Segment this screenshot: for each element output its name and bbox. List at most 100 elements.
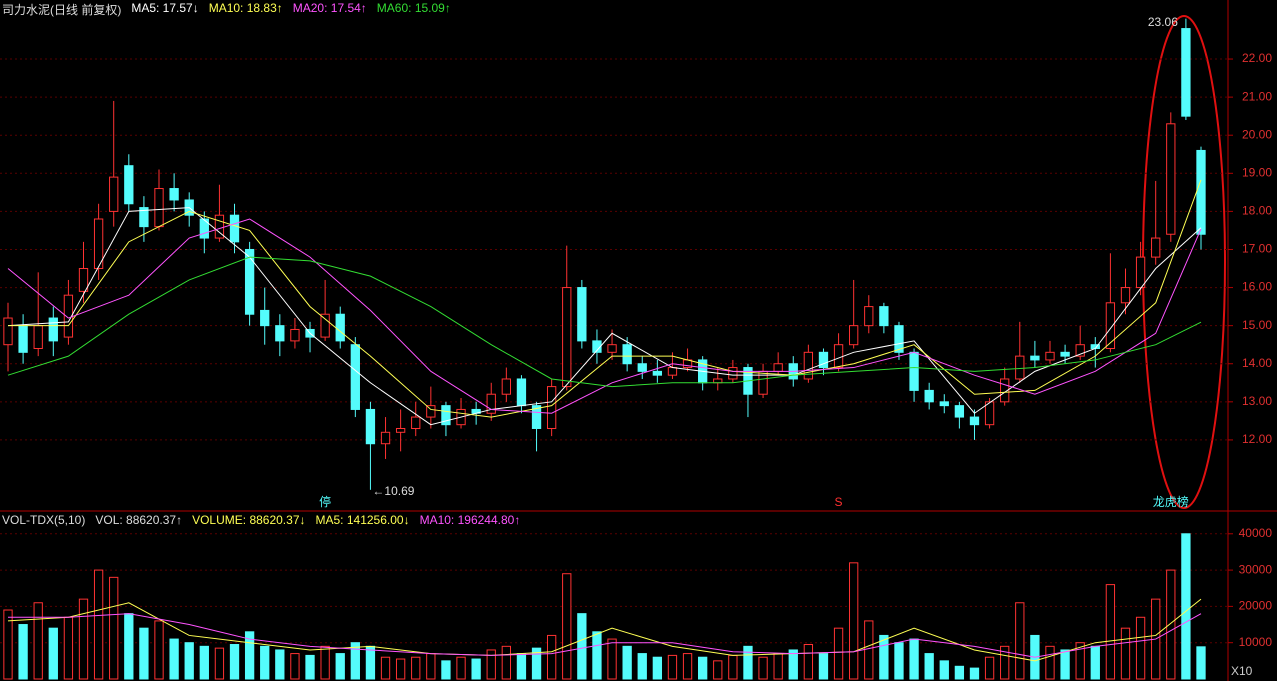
volume-bar [18,624,28,680]
stock-title: 司力水泥(日线 前复权) [2,3,122,17]
candle-body [335,313,345,342]
volume-bar [93,569,104,680]
volume-bar [154,620,164,680]
candle-body [411,416,421,429]
candle-body [124,165,134,205]
volume-bar [501,645,511,680]
volume-bar [531,647,542,680]
volume-bar [577,613,587,680]
candle-body [531,405,542,429]
event-marker: 停 [319,494,331,509]
candle-body [395,427,406,433]
volume-bar [516,653,527,680]
unit-label: X10 [1231,664,1253,678]
ma-line [8,179,1202,418]
candle-body [199,218,209,239]
ma-line [8,613,1202,658]
candle-body [1030,355,1040,361]
legend-item: MA5: 17.57↓ [131,1,199,15]
y-tick-label: 13.00 [1242,394,1272,408]
candle-body [1196,149,1206,235]
candle-body [48,317,58,342]
volume-bar [984,656,995,680]
volume-bar [260,645,270,680]
volume-bar [743,645,753,680]
volume-bar [63,616,74,680]
indicator-title: VOL-TDX(5,10) [2,513,86,527]
candle-body [984,401,995,426]
volume-bar [728,654,738,680]
candle-body [244,248,255,315]
volume-bar [335,653,345,680]
candle-body [93,218,104,270]
y-tick-label: 12.00 [1242,432,1272,446]
candle-body [486,393,496,414]
legend-item: MA10: 196244.80↑ [419,513,521,527]
candle-body [864,306,874,327]
volume-bar [184,642,194,680]
volume-bar [924,653,934,680]
candle-body [1135,256,1146,289]
candle-body [365,408,376,445]
candle-body [667,367,678,376]
y-tick-label: 10000 [1239,635,1273,649]
candle-body [109,176,119,212]
volume-bar [139,627,149,680]
volume-bar [3,609,13,680]
candle-body [441,405,451,426]
candle-body [1181,28,1191,117]
volume-bar [803,644,814,680]
volume-bar [894,642,904,680]
y-tick-label: 30000 [1239,562,1273,576]
candle-body [516,378,527,407]
y-tick-label: 16.00 [1242,280,1272,294]
volume-bar [275,649,285,680]
volume-bar [169,638,179,680]
volume-bar [682,653,693,680]
y-tick-label: 14.00 [1242,356,1272,370]
volume-bar [1045,645,1055,680]
legend-item: MA60: 15.09↑ [376,1,451,15]
candle-body [849,325,859,346]
candle-body [260,309,270,327]
volume-bar [320,645,330,680]
volume-bar [426,653,436,680]
candle-body [18,325,28,353]
volume-bar [1166,569,1176,680]
candle-body [139,207,149,228]
candle-body [773,363,783,372]
volume-bar [229,644,240,680]
y-tick-label: 17.00 [1242,242,1272,256]
volume-bar [365,645,376,680]
volume-bar [939,660,949,680]
volume-bar [773,653,783,680]
volume-bar [1196,646,1206,680]
volume-bar [849,562,859,680]
candle-body [1151,237,1161,258]
volume-bar [758,656,768,680]
volume-bar [698,656,708,680]
volume-bar [879,634,889,680]
ma-line [7,256,1202,388]
candle-body [426,405,436,418]
candle-body [154,188,164,228]
candle-body [1045,351,1055,361]
volume-bar [1000,645,1010,680]
candle-body [562,287,572,388]
candle-body [350,344,360,410]
candle-body [1075,344,1085,357]
candle-body [879,306,889,327]
volume-bar [471,658,481,680]
volume-bar [1120,627,1131,680]
candle-body [607,344,617,353]
ma-line [7,207,1202,426]
candle-body [1060,351,1070,357]
candle-body [652,370,663,376]
volume-bar [652,656,663,680]
candle-body [214,214,225,239]
y-tick-label: 21.00 [1242,89,1272,103]
volume-label: VOLUME: 88620.37↓ [192,513,306,527]
candle-body [577,287,587,342]
volume-bar [818,653,829,680]
candle-body [1000,378,1010,403]
